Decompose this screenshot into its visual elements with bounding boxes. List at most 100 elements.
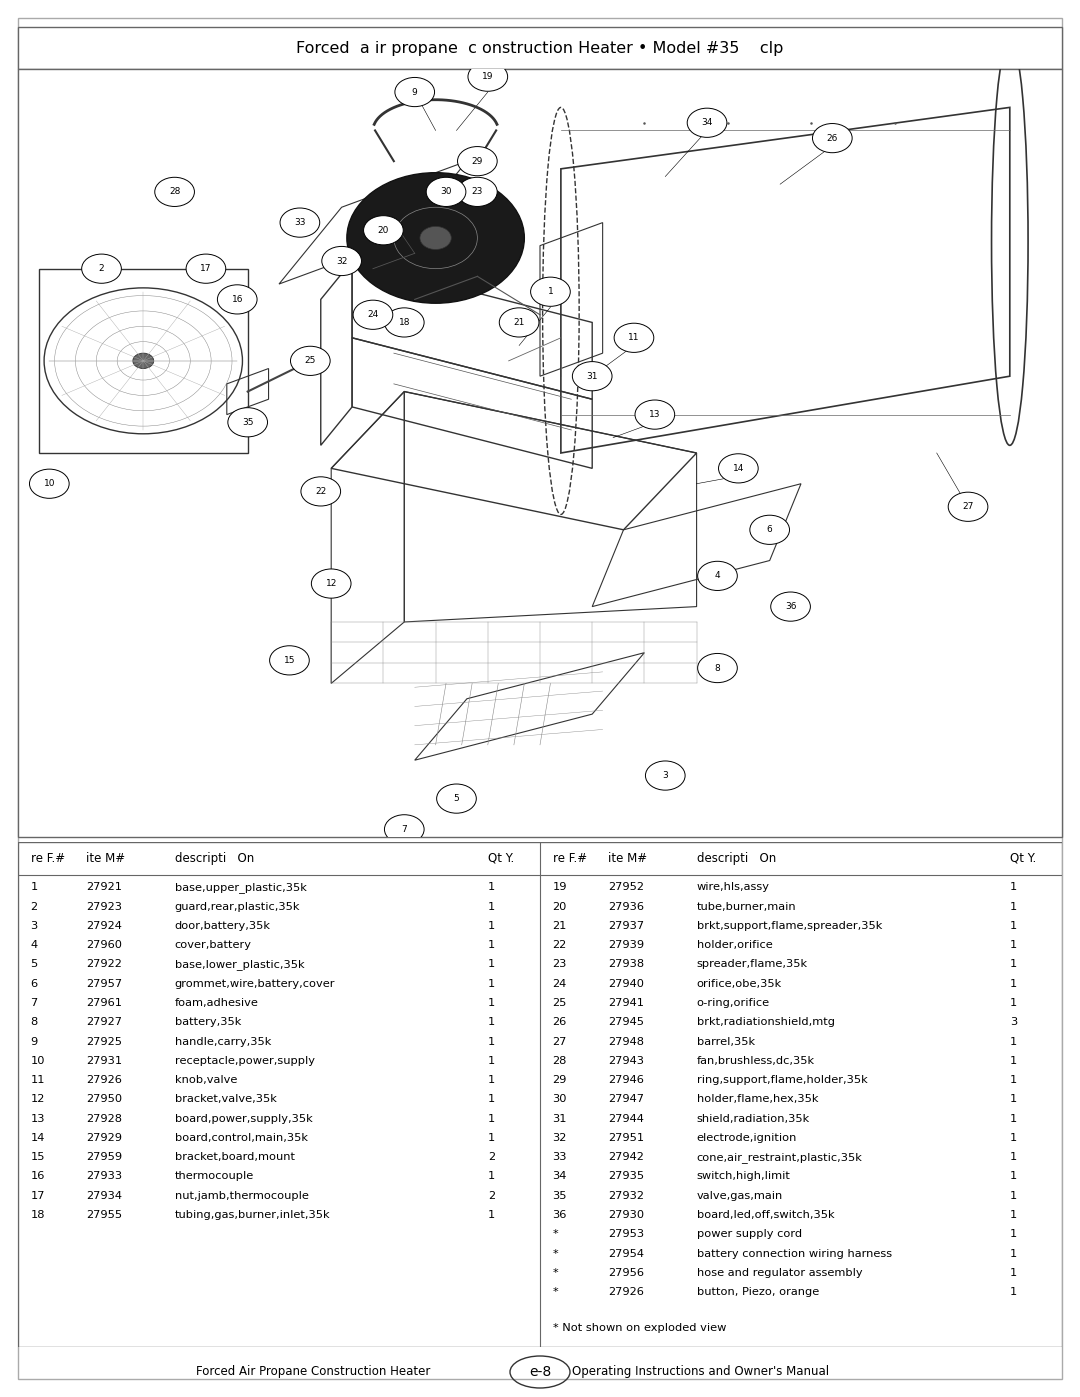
Text: * Not shown on exploded view: * Not shown on exploded view [553,1323,726,1333]
Text: holder,orifice: holder,orifice [697,940,772,950]
Text: 27926: 27926 [608,1287,644,1296]
Text: knob,valve: knob,valve [175,1076,237,1085]
Text: 27939: 27939 [608,940,644,950]
Text: brkt,support,flame,spreader,35k: brkt,support,flame,spreader,35k [697,921,882,930]
Text: shield,radiation,35k: shield,radiation,35k [697,1113,810,1123]
Circle shape [364,215,403,244]
Text: 12: 12 [325,580,337,588]
Text: 27941: 27941 [608,997,644,1009]
Bar [18,27,1062,68]
Text: 2: 2 [30,901,38,912]
Text: grommet,wire,battery,cover: grommet,wire,battery,cover [175,979,335,989]
Text: 1: 1 [1010,1076,1017,1085]
Circle shape [635,400,675,429]
Text: 1: 1 [488,901,495,912]
Text: fan,brushless,dc,35k: fan,brushless,dc,35k [697,1056,814,1066]
Circle shape [499,307,539,337]
Text: 1: 1 [1010,1287,1017,1296]
Text: 27940: 27940 [608,979,644,989]
Text: 4: 4 [715,571,720,580]
Text: 13: 13 [649,411,661,419]
Text: 27953: 27953 [608,1229,644,1239]
Text: 27948: 27948 [608,1037,644,1046]
Text: 1: 1 [1010,1153,1017,1162]
Text: 17: 17 [30,1190,45,1200]
Text: 1: 1 [488,1017,495,1027]
Text: 1: 1 [1010,979,1017,989]
Text: 1: 1 [488,1056,495,1066]
Text: 16: 16 [30,1172,45,1182]
Text: re F.#: re F.# [30,852,65,865]
Text: handle,carry,35k: handle,carry,35k [175,1037,271,1046]
Circle shape [427,177,465,207]
Circle shape [812,123,852,152]
Text: 20: 20 [553,901,567,912]
Text: 1: 1 [488,960,495,970]
Text: 27947: 27947 [608,1094,644,1105]
Text: battery connection wiring harness: battery connection wiring harness [697,1249,892,1259]
Text: 22: 22 [315,488,326,496]
Circle shape [458,177,497,207]
Text: thermocouple: thermocouple [175,1172,254,1182]
Text: 1: 1 [1010,1190,1017,1200]
Text: 33: 33 [553,1153,567,1162]
Text: 29: 29 [472,156,483,166]
Circle shape [322,246,362,275]
Text: 15: 15 [30,1153,45,1162]
Text: 27933: 27933 [86,1172,122,1182]
Text: foam,adhesive: foam,adhesive [175,997,258,1009]
Circle shape [384,814,424,844]
Text: ring,support,flame,holder,35k: ring,support,flame,holder,35k [697,1076,867,1085]
Text: 27922: 27922 [86,960,122,970]
Text: 10: 10 [43,479,55,488]
Text: bracket,valve,35k: bracket,valve,35k [175,1094,276,1105]
Circle shape [280,208,320,237]
Text: 28: 28 [168,187,180,197]
Circle shape [186,254,226,284]
Text: tubing,gas,burner,inlet,35k: tubing,gas,burner,inlet,35k [175,1210,330,1220]
Text: board,led,off,switch,35k: board,led,off,switch,35k [697,1210,834,1220]
Text: 3: 3 [1010,1017,1017,1027]
Text: 34: 34 [553,1172,567,1182]
Text: 27961: 27961 [86,997,122,1009]
Text: battery,35k: battery,35k [175,1017,241,1027]
Text: cone,air_restraint,plastic,35k: cone,air_restraint,plastic,35k [697,1151,863,1162]
Text: 7: 7 [402,824,407,834]
Text: *: * [553,1249,558,1259]
Text: 27942: 27942 [608,1153,644,1162]
Text: 33: 33 [294,218,306,228]
Circle shape [698,654,738,683]
Text: 36: 36 [553,1210,567,1220]
Text: orifice,obe,35k: orifice,obe,35k [697,979,782,989]
Text: tube,burner,main: tube,burner,main [697,901,796,912]
Text: electrode,ignition: electrode,ignition [697,1133,797,1143]
Text: 12: 12 [30,1094,45,1105]
Text: e-8: e-8 [529,1365,551,1379]
Text: board,control,main,35k: board,control,main,35k [175,1133,308,1143]
Circle shape [948,492,988,521]
Text: bracket,board,mount: bracket,board,mount [175,1153,295,1162]
Text: ite M#: ite M# [86,852,125,865]
Text: 1: 1 [548,288,553,296]
Text: 3: 3 [662,771,669,780]
Text: 1: 1 [1010,1094,1017,1105]
Circle shape [468,61,508,91]
Text: 27956: 27956 [608,1268,644,1278]
Circle shape [646,761,685,791]
Text: 27921: 27921 [86,883,122,893]
Text: 1: 1 [30,883,38,893]
Text: 4: 4 [30,940,38,950]
Text: *: * [553,1287,558,1296]
Text: 9: 9 [411,88,418,96]
Text: 27955: 27955 [86,1210,122,1220]
Text: 1: 1 [488,1113,495,1123]
Circle shape [228,408,268,437]
Text: 7: 7 [30,997,38,1009]
Text: 9: 9 [30,1037,38,1046]
Text: hose and regulator assembly: hose and regulator assembly [697,1268,862,1278]
Circle shape [572,362,612,391]
Text: 10: 10 [30,1056,45,1066]
Text: 27928: 27928 [86,1113,122,1123]
Text: descripti   On: descripti On [175,852,254,865]
Text: 18: 18 [30,1210,45,1220]
